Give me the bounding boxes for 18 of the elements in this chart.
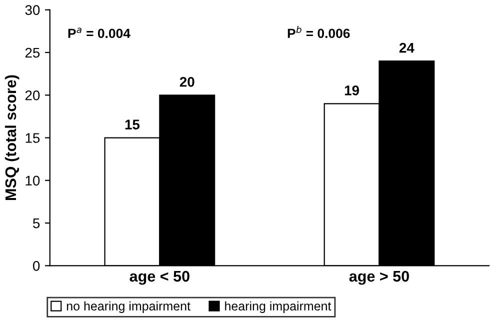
legend-label: no hearing impairment — [66, 301, 190, 313]
legend-label: hearing impairment — [225, 301, 332, 313]
data-label: 24 — [399, 42, 414, 53]
y-tick-label: 5 — [33, 218, 40, 228]
data-label: 20 — [180, 76, 194, 87]
annotation: P$^{b}$ = 0.006 — [288, 26, 350, 38]
x-tick-label: age < 50 — [130, 270, 190, 285]
y-axis-title: MSQ (total score) — [4, 75, 20, 200]
y-tick-label: 15 — [26, 133, 40, 143]
y-tick-label: 20 — [25, 90, 40, 100]
data-label: 15 — [125, 120, 140, 130]
y-tick-label: 10 — [26, 176, 40, 186]
data-label: 19 — [344, 86, 360, 96]
y-tick-label: 25 — [25, 48, 40, 58]
y-tick-label: 0 — [32, 261, 40, 271]
y-tick-label: 30 — [25, 5, 40, 16]
annotation: P$^{a}$ = 0.004 — [68, 28, 130, 38]
x-tick-label: age > 50 — [349, 270, 409, 285]
